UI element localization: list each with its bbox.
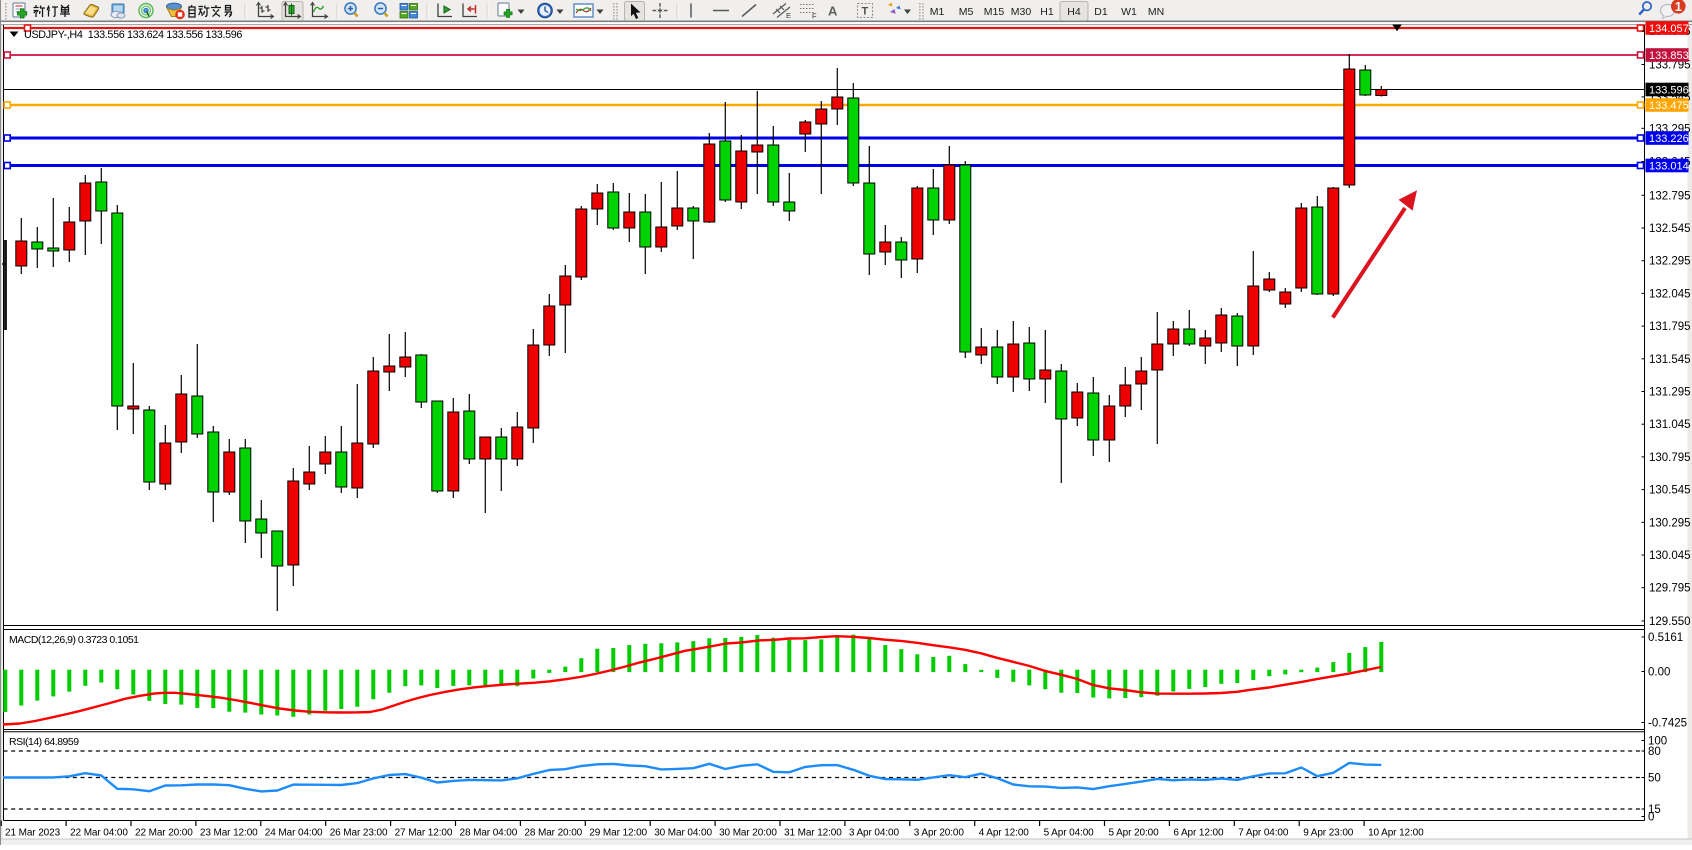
svg-text:30 Mar 04:00: 30 Mar 04:00: [654, 828, 712, 839]
svg-text:0.5161: 0.5161: [1648, 632, 1683, 644]
svg-text:23 Mar 12:00: 23 Mar 12:00: [200, 828, 258, 839]
svg-text:130.295: 130.295: [1649, 517, 1691, 529]
svg-text:129.550: 129.550: [1649, 616, 1691, 628]
svg-text:-0.7425: -0.7425: [1648, 718, 1687, 730]
svg-text:133.475: 133.475: [1649, 100, 1689, 112]
svg-text:133.853: 133.853: [1649, 50, 1689, 62]
svg-text:3 Apr 04:00: 3 Apr 04:00: [849, 828, 900, 839]
svg-text:6 Apr 12:00: 6 Apr 12:00: [1173, 828, 1224, 839]
svg-text:31 Mar 12:00: 31 Mar 12:00: [784, 828, 842, 839]
svg-text:5 Apr 20:00: 5 Apr 20:00: [1109, 828, 1160, 839]
svg-text:M15: M15: [984, 6, 1005, 18]
svg-text:131.045: 131.045: [1649, 419, 1691, 431]
svg-text:M30: M30: [1011, 6, 1032, 18]
svg-text:133.226: 133.226: [1649, 133, 1689, 145]
svg-text:134.057: 134.057: [1649, 23, 1689, 35]
svg-text:133.596: 133.596: [1649, 85, 1689, 97]
svg-text:H1: H1: [1040, 6, 1054, 18]
svg-text:USDJPY-,H4 133.556 133.624 13: USDJPY-,H4 133.556 133.624 133.556 133.5…: [24, 29, 242, 41]
svg-text:E: E: [786, 11, 791, 20]
svg-text:7 Apr 04:00: 7 Apr 04:00: [1238, 828, 1289, 839]
svg-text:132.295: 132.295: [1649, 256, 1691, 268]
svg-text:D1: D1: [1094, 6, 1108, 18]
svg-text:130.795: 130.795: [1649, 452, 1691, 464]
svg-text:F: F: [812, 12, 817, 21]
svg-text:29 Mar 12:00: 29 Mar 12:00: [589, 828, 647, 839]
svg-text:129.795: 129.795: [1649, 583, 1691, 595]
svg-text:130.045: 130.045: [1649, 550, 1691, 562]
svg-text:131.545: 131.545: [1649, 354, 1691, 366]
svg-text:10 Apr 12:00: 10 Apr 12:00: [1368, 828, 1424, 839]
svg-text:H4: H4: [1067, 6, 1081, 18]
svg-text:27 Mar 12:00: 27 Mar 12:00: [395, 828, 453, 839]
svg-text:M5: M5: [959, 6, 974, 18]
svg-text:80: 80: [1648, 746, 1661, 758]
svg-text:4 Apr 12:00: 4 Apr 12:00: [979, 828, 1030, 839]
svg-text:132.545: 132.545: [1649, 223, 1691, 235]
svg-text:22 Mar 04:00: 22 Mar 04:00: [70, 828, 128, 839]
svg-text:1: 1: [1675, 0, 1682, 14]
svg-text:0.00: 0.00: [1648, 667, 1670, 679]
svg-text:131.795: 131.795: [1649, 321, 1691, 333]
svg-text:5 Apr 04:00: 5 Apr 04:00: [1044, 828, 1095, 839]
svg-text:0: 0: [1648, 812, 1654, 824]
svg-text:21 Mar 2023: 21 Mar 2023: [5, 828, 61, 839]
svg-text:MN: MN: [1148, 6, 1164, 18]
svg-text:RSI(14) 64.8959: RSI(14) 64.8959: [9, 736, 79, 748]
svg-text:MACD(12,26,9) 0.3723 0.1051: MACD(12,26,9) 0.3723 0.1051: [9, 634, 139, 646]
svg-text:9 Apr 23:00: 9 Apr 23:00: [1303, 828, 1354, 839]
svg-text:28 Mar 04:00: 28 Mar 04:00: [460, 828, 518, 839]
svg-text:22 Mar 20:00: 22 Mar 20:00: [135, 828, 193, 839]
svg-text:W1: W1: [1121, 6, 1137, 18]
svg-text:132.045: 132.045: [1649, 288, 1691, 300]
svg-text:28 Mar 20:00: 28 Mar 20:00: [524, 828, 582, 839]
svg-text:132.795: 132.795: [1649, 190, 1691, 202]
svg-text:130.545: 130.545: [1649, 485, 1691, 497]
svg-text:50: 50: [1648, 773, 1661, 785]
svg-text:A: A: [828, 4, 838, 19]
svg-text:3 Apr 20:00: 3 Apr 20:00: [914, 828, 965, 839]
svg-text:30 Mar 20:00: 30 Mar 20:00: [719, 828, 777, 839]
svg-text:24 Mar 04:00: 24 Mar 04:00: [265, 828, 323, 839]
svg-text:26 Mar 23:00: 26 Mar 23:00: [330, 828, 388, 839]
svg-text:133.014: 133.014: [1649, 161, 1689, 173]
svg-text:T: T: [862, 6, 869, 18]
svg-text:M1: M1: [930, 6, 945, 18]
svg-text:131.295: 131.295: [1649, 387, 1691, 399]
